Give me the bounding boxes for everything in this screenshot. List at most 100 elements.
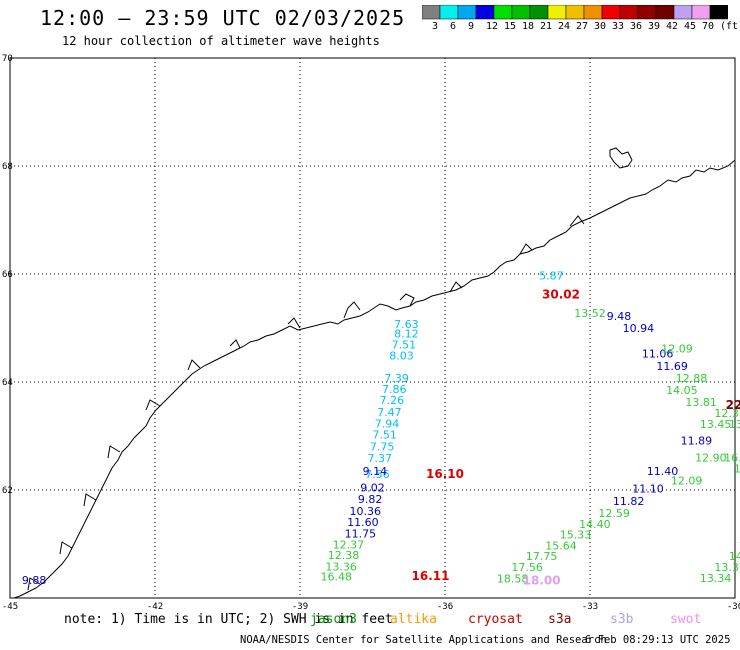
legend-label: 27 <box>576 21 589 32</box>
wave-height-label: 9.02 <box>360 482 385 495</box>
generated-timestamp: 6 Feb 08:29:13 UTC 2025 <box>585 634 731 646</box>
greenland-coastline <box>10 147 736 599</box>
wave-height-label: 7.47 <box>377 406 402 419</box>
lon-tick-label: -36 <box>437 602 453 612</box>
wave-height-label: 7.75 <box>370 441 395 454</box>
legend-swatch <box>422 5 441 20</box>
lat-tick-label: 62 <box>2 486 13 496</box>
color-legend <box>422 5 728 20</box>
coastline-fjords <box>27 147 633 591</box>
legend-label: 15 <box>504 21 517 32</box>
satellite-altika: altika <box>390 612 437 627</box>
page-title: 12:00 – 23:59 UTC 02/03/2025 <box>40 6 406 30</box>
wave-height-label: 12.90 <box>695 451 727 464</box>
axis-labels: 70 68 66 64 62 -45 -42 -39 -36 -33 -30 <box>2 54 740 612</box>
legend-label: 18 <box>522 21 535 32</box>
wave-height-label: 13.45 <box>700 418 732 431</box>
legend-label: 70 <box>702 21 715 32</box>
gridlines <box>9 57 736 598</box>
satellite-cryosat: cryosat <box>468 612 523 627</box>
wave-height-label: 7.56 <box>365 468 390 481</box>
wave-height-label: 7.37 <box>368 452 393 465</box>
credit-text: NOAA/NESDIS Center for Satellite Applica… <box>240 634 607 646</box>
legend-label: 24 <box>558 21 571 32</box>
wave-height-label: 12.38 <box>328 549 360 562</box>
wave-height-label: 14.40 <box>579 518 611 531</box>
wave-height-label: 17.75 <box>526 550 558 563</box>
wave-height-label: 13.34 <box>700 572 732 585</box>
wave-height-label: 12.09 <box>661 342 693 355</box>
legend-label: 36 <box>630 21 643 32</box>
wave-height-label: 11.60 <box>347 516 379 529</box>
wave-height-label: 16.10 <box>426 467 464 481</box>
wave-height-label: 16.35 <box>734 463 740 476</box>
lon-tick-label: -30 <box>727 602 740 612</box>
note-row: note: 1) Time is in UTC; 2) SWH is in fe… <box>0 612 740 632</box>
wave-height-label: 18.00 <box>523 574 561 588</box>
coastline-path <box>10 159 736 599</box>
wave-height-label: 12.88 <box>676 372 708 385</box>
wave-height-label: 7.94 <box>375 417 400 430</box>
legend-label: 42 <box>666 21 679 32</box>
legend-label: 21 <box>540 21 553 32</box>
legend-swatch <box>601 5 621 20</box>
legend-swatch <box>493 5 513 20</box>
wave-height-label: 8.12 <box>394 328 419 341</box>
wave-height-label: 15.64 <box>545 539 577 552</box>
legend-swatch <box>565 5 585 20</box>
wave-height-label: 14.63 <box>729 550 740 563</box>
wave-height-label: 7.86 <box>382 383 407 396</box>
wave-height-label: 17.56 <box>511 561 543 574</box>
wave-height-label: 12.09 <box>671 475 703 488</box>
wave-height-label: 11.06 <box>642 348 674 361</box>
lon-tick-label: -33 <box>582 602 598 612</box>
altimeter-tracks: 5.877.638.127.518.037.397.867.267.477.94… <box>22 269 740 587</box>
legend-label: 9 <box>468 21 475 32</box>
wave-height-label: 14.05 <box>666 384 698 397</box>
satellite-swot: swot <box>670 612 702 627</box>
wave-height-label: 11.82 <box>613 495 645 508</box>
wave-height-label: 9.14 <box>363 465 388 478</box>
legend-swatch <box>709 5 728 20</box>
wave-height-label: 9.82 <box>358 493 383 506</box>
lat-tick-label: 70 <box>2 54 13 64</box>
lon-tick-label: -42 <box>147 602 163 612</box>
wave-height-label: 10.94 <box>623 322 655 335</box>
legend-swatch <box>529 5 549 20</box>
legend-swatch <box>583 5 603 20</box>
legend-label: 12 <box>486 21 499 32</box>
wave-height-label: 15.33 <box>560 529 592 542</box>
legend-label: 33 <box>612 21 625 32</box>
wave-height-label: 13.36 <box>325 560 357 573</box>
wave-height-label: 11.69 <box>656 360 688 373</box>
wave-height-label: 7.51 <box>372 429 397 442</box>
lon-tick-label: -39 <box>292 602 308 612</box>
wave-height-label: 11.10 <box>632 483 664 496</box>
wave-height-label: 9.48 <box>607 310 632 323</box>
lat-tick-label: 68 <box>2 162 13 172</box>
legend-swatch <box>655 5 675 20</box>
wave-height-label: 7.51 <box>392 339 417 352</box>
satellite-s3a: s3a <box>548 612 572 627</box>
wave-height-label: 30.02 <box>542 287 580 301</box>
wave-height-label: 18.58 <box>497 572 529 585</box>
legend-swatch <box>637 5 657 20</box>
lat-tick-label: 64 <box>2 378 13 388</box>
wave-height-label: 11.75 <box>345 528 377 541</box>
page-subtitle: 12 hour collection of altimeter wave hei… <box>62 34 380 48</box>
wave-height-label: 7.26 <box>380 394 405 407</box>
note-text: note: 1) Time is in UTC; 2) SWH is in fe… <box>64 612 393 627</box>
wave-height-label: 7.39 <box>384 372 409 385</box>
legend-label: (ft) <box>720 21 740 32</box>
lat-tick-label: 66 <box>2 270 13 280</box>
wave-height-label: 11.89 <box>681 435 713 448</box>
wave-height-label: 9.88 <box>22 574 47 587</box>
wave-height-label: 5.87 <box>539 269 564 282</box>
legend-swatch <box>475 5 495 20</box>
lon-tick-label: -45 <box>2 602 18 612</box>
wave-height-label: 12.37 <box>333 538 365 551</box>
wave-height-label: 10.36 <box>350 505 382 518</box>
satellite-s3b: s3b <box>610 612 634 627</box>
